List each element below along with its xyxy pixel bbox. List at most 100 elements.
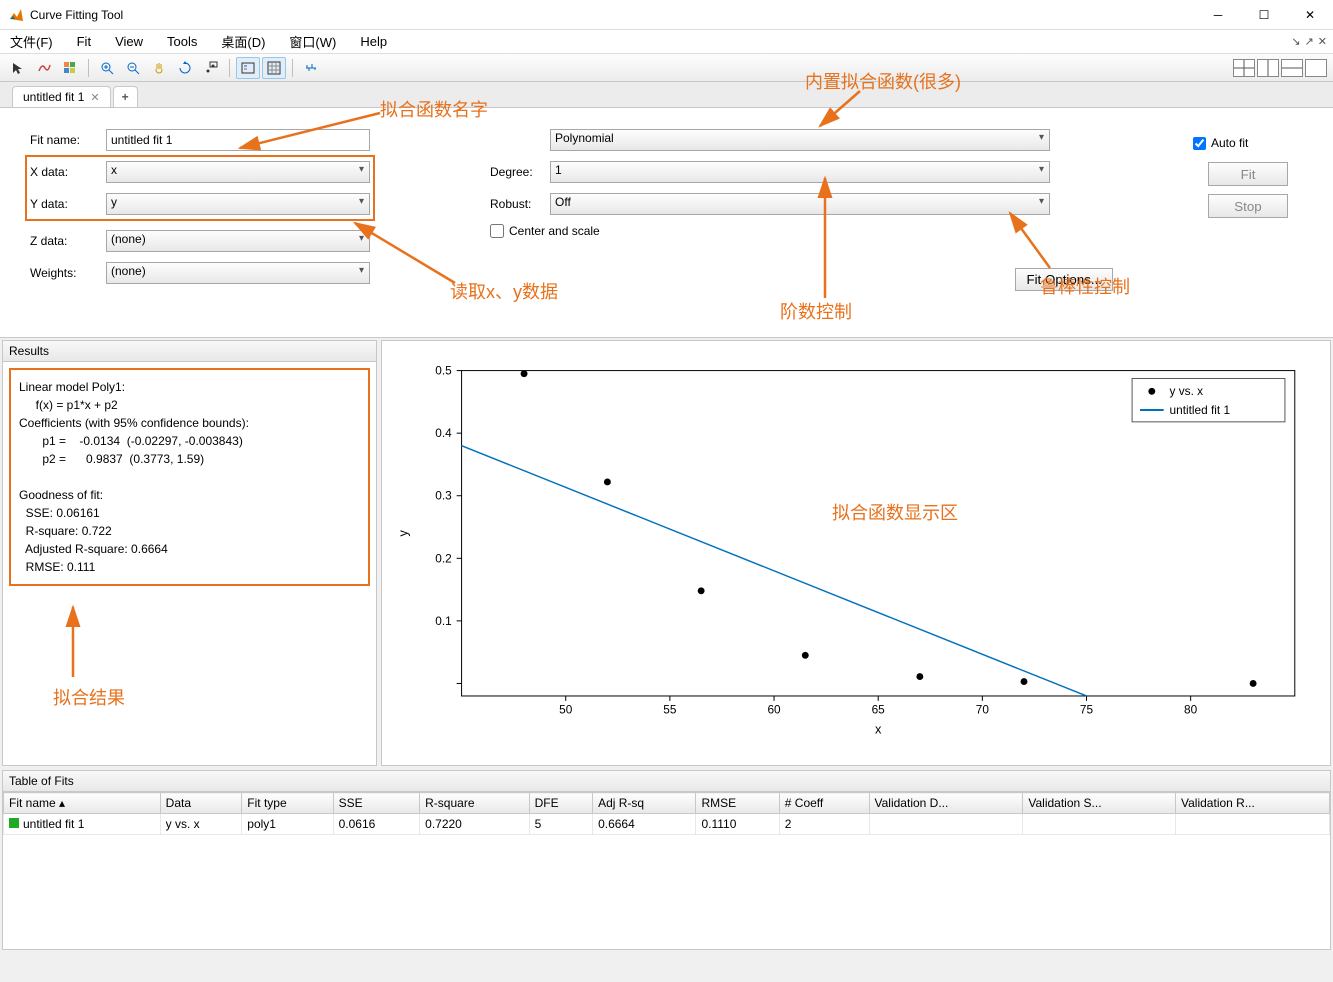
table-cell: poly1 — [242, 814, 333, 835]
residual-icon[interactable] — [299, 57, 323, 79]
fit-button[interactable]: Fit — [1208, 162, 1288, 186]
undock-icon[interactable]: ↗ — [1305, 35, 1314, 48]
tab-add[interactable]: + — [113, 86, 138, 107]
fitname-input[interactable] — [106, 129, 370, 151]
method-select[interactable]: Polynomial — [550, 129, 1050, 151]
fit-tab[interactable]: untitled fit 1 ✕ — [12, 86, 111, 107]
svg-text:50: 50 — [559, 703, 573, 717]
table-header[interactable]: Fit name ▴ — [4, 793, 161, 814]
xdata-select[interactable]: x — [106, 161, 370, 183]
svg-text:y vs. x: y vs. x — [1170, 384, 1204, 398]
svg-text:x: x — [875, 721, 882, 736]
svg-text:0.1: 0.1 — [435, 614, 451, 628]
svg-text:80: 80 — [1184, 703, 1198, 717]
svg-text:0.3: 0.3 — [435, 489, 452, 503]
pan-icon[interactable] — [147, 57, 171, 79]
table-title: Table of Fits — [3, 771, 1330, 792]
menu-view[interactable]: View — [111, 32, 147, 51]
table-cell: 5 — [529, 814, 592, 835]
center-scale-checkbox[interactable] — [490, 224, 504, 238]
weights-select[interactable]: (none) — [106, 262, 370, 284]
titlebar: Curve Fitting Tool ─ ☐ ✕ — [0, 0, 1333, 30]
table-cell: 0.7220 — [420, 814, 529, 835]
dock-icon[interactable]: ↘ — [1291, 35, 1300, 48]
table-cell — [869, 814, 1023, 835]
autofit-checkbox[interactable] — [1193, 137, 1206, 150]
svg-text:60: 60 — [767, 703, 781, 717]
table-header[interactable]: Adj R-sq — [593, 793, 696, 814]
menu-tools[interactable]: Tools — [163, 32, 201, 51]
window-title: Curve Fitting Tool — [30, 8, 1195, 22]
svg-text:0.5: 0.5 — [435, 364, 452, 378]
svg-text:y: y — [395, 529, 410, 536]
rotate-icon[interactable] — [173, 57, 197, 79]
menu-fit[interactable]: Fit — [73, 32, 95, 51]
tab-label: untitled fit 1 — [23, 90, 84, 104]
chart: 50 55 60 65 70 75 80 0.1 0.2 0.3 0.4 0.5 x y y vs. x un… — [382, 341, 1330, 765]
layout-quad-icon[interactable] — [1233, 59, 1255, 77]
table-header[interactable]: # Coeff — [779, 793, 869, 814]
results-text: Linear model Poly1: f(x) = p1*x + p2 Coe… — [9, 368, 370, 586]
svg-text:70: 70 — [976, 703, 990, 717]
fits-table: Fit name ▴DataFit typeSSER-squareDFEAdj … — [3, 792, 1330, 835]
svg-text:55: 55 — [663, 703, 677, 717]
legend-icon[interactable] — [236, 57, 260, 79]
ydata-select[interactable]: y — [106, 193, 370, 215]
menu-file[interactable]: 文件(F) — [6, 30, 57, 53]
table-header[interactable]: SSE — [333, 793, 420, 814]
table-header[interactable]: Fit type — [242, 793, 333, 814]
table-header[interactable]: Validation D... — [869, 793, 1023, 814]
results-title: Results — [3, 341, 376, 362]
close-panel-icon[interactable]: ✕ — [1318, 35, 1327, 48]
menu-help[interactable]: Help — [356, 32, 391, 51]
center-scale-label: Center and scale — [509, 224, 600, 238]
cursor-icon[interactable] — [6, 57, 30, 79]
zdata-label: Z data: — [30, 234, 106, 248]
fit-options-button[interactable]: Fit Options... — [1015, 268, 1113, 291]
degree-select[interactable]: 1 — [550, 161, 1050, 183]
minimize-button[interactable]: ─ — [1195, 0, 1241, 30]
menu-desktop[interactable]: 桌面(D) — [217, 30, 269, 53]
grid-icon[interactable] — [262, 57, 286, 79]
maximize-button[interactable]: ☐ — [1241, 0, 1287, 30]
zoom-in-icon[interactable] — [95, 57, 119, 79]
datatip-icon[interactable] — [199, 57, 223, 79]
table-cell: 0.1110 — [696, 814, 779, 835]
stop-button[interactable]: Stop — [1208, 194, 1288, 218]
table-header[interactable]: Data — [160, 793, 242, 814]
table-header[interactable]: R-square — [420, 793, 529, 814]
degree-label: Degree: — [490, 165, 550, 179]
close-button[interactable]: ✕ — [1287, 0, 1333, 30]
svg-text:75: 75 — [1080, 703, 1094, 717]
menu-window[interactable]: 窗口(W) — [285, 30, 340, 53]
svg-text:0.4: 0.4 — [435, 426, 452, 440]
chart-panel: 50 55 60 65 70 75 80 0.1 0.2 0.3 0.4 0.5 x y y vs. x un… — [381, 340, 1331, 766]
svg-text:0.2: 0.2 — [435, 551, 451, 565]
table-header[interactable]: DFE — [529, 793, 592, 814]
curve-icon[interactable] — [32, 57, 56, 79]
layout-single-icon[interactable] — [1305, 59, 1327, 77]
svg-text:65: 65 — [872, 703, 886, 717]
layout-vsplit-icon[interactable] — [1281, 59, 1303, 77]
table-cell: y vs. x — [160, 814, 242, 835]
zoom-out-icon[interactable] — [121, 57, 145, 79]
table-cell — [1176, 814, 1330, 835]
annotation-results: 拟合结果 — [53, 684, 125, 710]
matlab-icon — [8, 7, 24, 23]
layout-hsplit-icon[interactable] — [1257, 59, 1279, 77]
fitname-label: Fit name: — [30, 133, 106, 147]
xdata-label: X data: — [30, 165, 106, 179]
tab-close-icon[interactable]: ✕ — [90, 91, 99, 104]
table-cell: 0.0616 — [333, 814, 420, 835]
palette-icon[interactable] — [58, 57, 82, 79]
results-panel: Results Linear model Poly1: f(x) = p1*x … — [2, 340, 377, 766]
robust-label: Robust: — [490, 197, 550, 211]
robust-select[interactable]: Off — [550, 193, 1050, 215]
table-header[interactable]: Validation S... — [1023, 793, 1176, 814]
menubar: 文件(F) Fit View Tools 桌面(D) 窗口(W) Help ↘ … — [0, 30, 1333, 54]
table-header[interactable]: Validation R... — [1176, 793, 1330, 814]
svg-text:untitled fit 1: untitled fit 1 — [1170, 403, 1231, 417]
zdata-select[interactable]: (none) — [106, 230, 370, 252]
table-cell: 2 — [779, 814, 869, 835]
table-header[interactable]: RMSE — [696, 793, 779, 814]
